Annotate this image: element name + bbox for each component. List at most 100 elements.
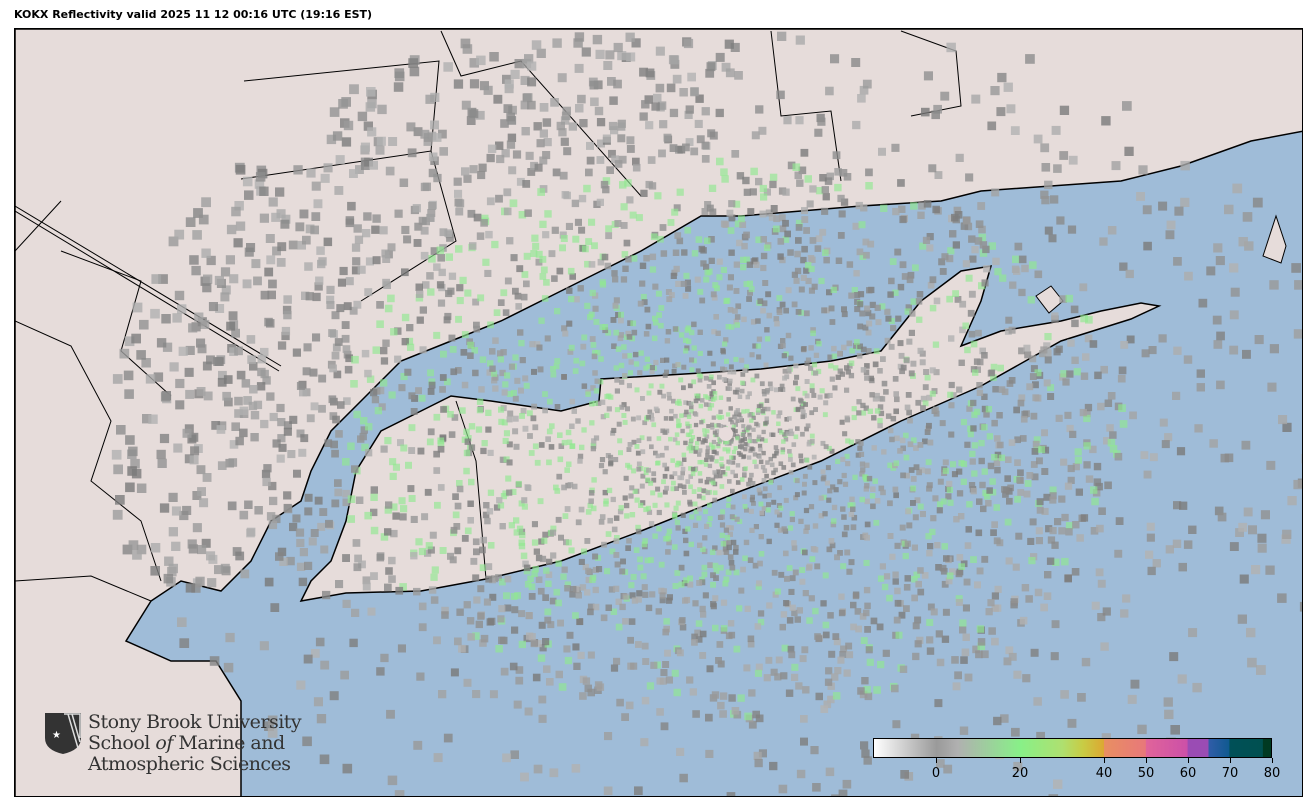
radar-echo-pixel <box>852 474 858 480</box>
radar-echo-pixel <box>860 637 868 644</box>
radar-echo-pixel <box>613 42 623 53</box>
radar-echo-pixel <box>719 484 725 489</box>
radar-echo-pixel <box>652 315 658 322</box>
radar-echo-pixel <box>1122 101 1132 111</box>
radar-echo-pixel <box>709 131 718 140</box>
radar-echo-pixel <box>691 639 698 646</box>
radar-echo-pixel <box>753 524 759 530</box>
radar-echo-pixel <box>649 444 654 450</box>
radar-echo-pixel <box>964 441 971 448</box>
radar-echo-pixel <box>603 786 613 796</box>
radar-echo-pixel <box>342 599 351 608</box>
radar-echo-pixel <box>713 314 719 320</box>
radar-echo-pixel <box>533 122 542 131</box>
radar-echo-pixel <box>748 508 754 514</box>
radar-echo-pixel <box>400 505 408 513</box>
radar-echo-pixel <box>482 258 490 266</box>
radar-echo-pixel <box>627 370 634 376</box>
radar-echo-pixel <box>587 651 595 659</box>
radar-echo-pixel <box>480 214 489 223</box>
radar-echo-pixel <box>1012 255 1020 264</box>
radar-echo-pixel <box>959 626 967 634</box>
radar-echo-pixel <box>749 352 755 358</box>
radar-echo-pixel <box>1040 346 1048 354</box>
radar-echo-pixel <box>703 509 709 515</box>
radar-echo-pixel <box>518 211 527 219</box>
radar-echo-pixel <box>829 448 835 454</box>
radar-echo-pixel <box>409 66 420 77</box>
radar-echo-pixel <box>631 329 638 336</box>
radar-echo-pixel <box>312 333 321 342</box>
radar-echo-pixel <box>372 256 381 265</box>
radar-echo-pixel <box>730 539 737 546</box>
radar-echo-pixel <box>806 617 813 624</box>
radar-echo-pixel <box>639 483 645 489</box>
radar-echo-pixel <box>351 355 359 364</box>
radar-echo-pixel <box>334 338 343 346</box>
radar-echo-pixel <box>662 661 670 668</box>
radar-echo-pixel <box>399 513 407 521</box>
radar-echo-pixel <box>738 587 745 594</box>
radar-echo-pixel <box>610 126 619 135</box>
radar-echo-pixel <box>857 301 864 308</box>
radar-echo-pixel <box>1278 415 1288 425</box>
radar-echo-pixel <box>922 236 931 244</box>
radar-echo-pixel <box>698 403 704 409</box>
radar-echo-pixel <box>878 485 885 492</box>
radar-echo-pixel <box>806 564 812 571</box>
radar-echo-pixel <box>470 557 478 565</box>
radar-echo-pixel <box>1055 414 1063 422</box>
radar-echo-pixel <box>366 87 376 97</box>
radar-echo-pixel <box>870 617 878 625</box>
radar-echo-pixel <box>304 561 313 570</box>
radar-echo-pixel <box>136 544 147 555</box>
radar-echo-pixel <box>948 335 955 342</box>
radar-echo-pixel <box>978 440 985 447</box>
radar-echo-pixel <box>781 526 787 532</box>
radar-echo-pixel <box>681 385 686 391</box>
radar-echo-pixel <box>1090 527 1099 535</box>
radar-echo-pixel <box>536 48 546 58</box>
radar-echo-pixel <box>808 287 815 294</box>
radar-echo-pixel <box>1049 492 1057 500</box>
radar-echo-pixel <box>743 447 748 452</box>
radar-echo-pixel <box>1178 562 1187 572</box>
radar-echo-pixel <box>376 553 385 562</box>
radar-echo-pixel <box>1043 379 1051 387</box>
radar-echo-pixel <box>795 35 805 45</box>
radar-echo-pixel <box>752 257 759 264</box>
radar-echo-pixel <box>658 305 665 311</box>
radar-echo-pixel <box>805 357 812 363</box>
radar-echo-pixel <box>1009 281 1017 289</box>
radar-echo-pixel <box>881 583 889 591</box>
radar-echo-pixel <box>927 543 934 550</box>
radar-echo-pixel <box>380 533 389 541</box>
radar-echo-pixel <box>916 316 923 323</box>
radar-echo-pixel <box>728 364 734 370</box>
radar-echo-pixel <box>680 428 685 434</box>
radar-echo-pixel <box>571 483 578 490</box>
radar-echo-pixel <box>697 487 702 492</box>
radar-echo-pixel <box>816 368 822 375</box>
radar-echo-pixel <box>360 426 368 434</box>
radar-echo-pixel <box>592 349 598 356</box>
radar-echo-pixel <box>852 592 860 600</box>
radar-echo-pixel <box>599 514 606 520</box>
radar-echo-pixel <box>1127 694 1137 704</box>
radar-echo-pixel <box>244 190 254 200</box>
radar-site-marker <box>719 427 733 441</box>
radar-echo-pixel <box>1015 532 1023 540</box>
radar-echo-pixel <box>566 287 573 294</box>
radar-echo-pixel <box>248 401 258 411</box>
radar-echo-pixel <box>562 330 569 337</box>
radar-echo-pixel <box>704 523 710 529</box>
radar-echo-pixel <box>577 285 584 292</box>
radar-echo-pixel <box>1076 534 1084 542</box>
radar-echo-pixel <box>561 484 567 491</box>
radar-echo-pixel <box>316 246 325 255</box>
radar-echo-pixel <box>801 245 808 253</box>
radar-echo-pixel <box>394 790 405 796</box>
radar-echo-pixel <box>788 453 793 458</box>
radar-echo-pixel <box>845 369 851 375</box>
radar-echo-pixel <box>510 488 517 495</box>
